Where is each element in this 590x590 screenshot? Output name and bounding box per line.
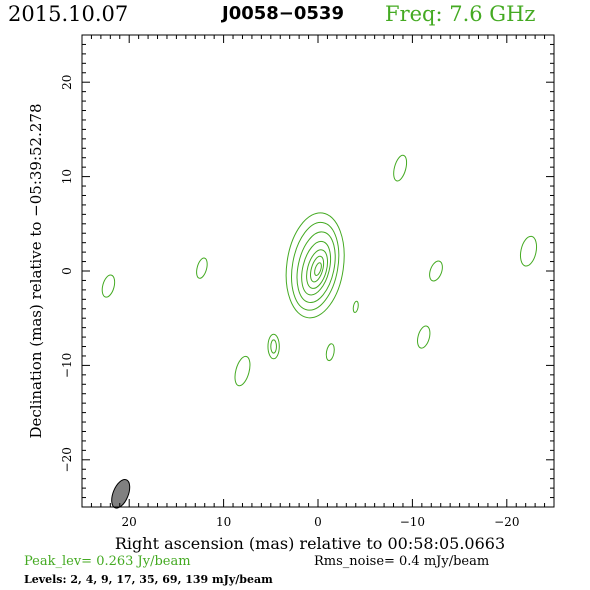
y-tick-label: 20 xyxy=(60,75,74,90)
island-contour xyxy=(417,325,431,349)
y-tick-label: 0 xyxy=(60,267,74,275)
island-contour xyxy=(325,343,335,362)
core-contour xyxy=(296,231,336,304)
x-tick-label: 10 xyxy=(216,515,231,529)
observation-date: 2015.10.07 xyxy=(8,2,129,26)
beam-layer xyxy=(111,478,131,509)
rms-noise: Rms_noise= 0.4 mJy/beam xyxy=(314,554,490,569)
y-tick-label: 10 xyxy=(60,169,74,184)
contour-levels: Levels: 2, 4, 9, 17, 35, 69, 139 mJy/bea… xyxy=(24,573,273,586)
island-contour xyxy=(267,333,280,360)
island-contour xyxy=(393,154,408,182)
y-axis-label: Declination (mas) relative to −05:39:52.… xyxy=(27,103,45,438)
island-contour xyxy=(270,339,277,354)
island-contour xyxy=(429,260,443,282)
x-tick-label: 20 xyxy=(122,515,137,529)
tick-label-layer: 20 10 0 −10 −20 20 10 0 −10 −20 xyxy=(60,75,519,529)
x-tick-label: −10 xyxy=(400,515,425,529)
core-contour xyxy=(291,221,340,311)
source-name: J0058−0539 xyxy=(222,3,344,24)
contour-layer xyxy=(101,154,538,387)
frequency-label: Freq: 7.6 GHz xyxy=(385,2,536,26)
y-tick-label: −10 xyxy=(60,353,74,378)
y-tick-label: −20 xyxy=(60,447,74,472)
core-contour xyxy=(314,262,322,276)
tick-layer xyxy=(81,34,555,508)
peak-level: Peak_lev= 0.263 Jy/beam xyxy=(24,554,191,569)
plot-frame xyxy=(81,34,555,508)
core-contour xyxy=(285,212,345,319)
island-contour xyxy=(196,257,208,279)
x-tick-label: −20 xyxy=(494,515,519,529)
x-tick-label: 0 xyxy=(314,515,322,529)
island-contour xyxy=(519,235,538,267)
core-contour xyxy=(306,249,329,289)
island-contour xyxy=(101,274,116,298)
island-contour xyxy=(234,355,251,387)
core-contour xyxy=(310,255,325,283)
island-contour xyxy=(352,300,359,313)
beam-ellipse xyxy=(111,478,131,509)
core-contour xyxy=(301,240,332,296)
x-axis-label: Right ascension (mas) relative to 00:58:… xyxy=(115,534,505,553)
